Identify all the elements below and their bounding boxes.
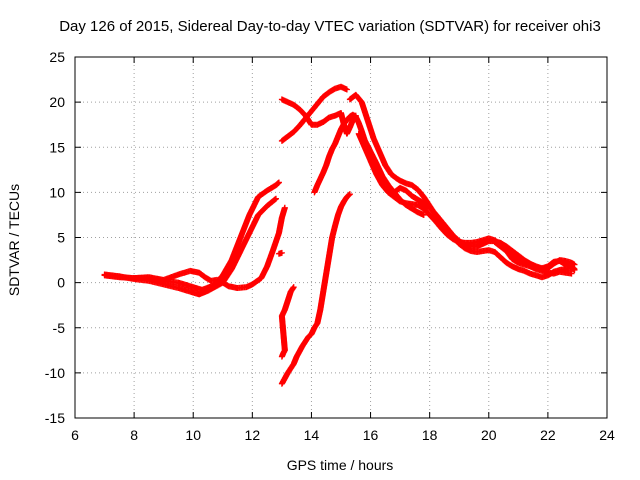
data-point — [568, 270, 575, 277]
y-tick-label: -10 — [45, 365, 65, 381]
y-tick-label: -5 — [53, 320, 66, 336]
y-tick-label: 15 — [49, 139, 65, 155]
x-tick-label: 6 — [71, 427, 79, 443]
x-tick-label: 14 — [304, 427, 320, 443]
series-trace-e — [278, 284, 297, 360]
series-trace-m — [275, 249, 285, 257]
data-point — [281, 204, 288, 211]
data-point — [275, 179, 282, 186]
x-tick-label: 8 — [130, 427, 138, 443]
y-tick-label: 20 — [49, 94, 65, 110]
x-tick-label: 16 — [363, 427, 379, 443]
series-trace-l — [491, 239, 575, 277]
x-axis-label: GPS time / hours — [287, 457, 394, 473]
x-tick-label: 18 — [422, 427, 438, 443]
series-trace-g — [278, 83, 350, 144]
data-point — [278, 249, 285, 256]
x-tick-label: 20 — [481, 427, 497, 443]
x-tick-label: 10 — [185, 427, 201, 443]
series-trace-c — [131, 204, 288, 292]
chart-title: Day 126 of 2015, Sidereal Day-to-day VTE… — [59, 18, 601, 35]
x-tick-label: 22 — [540, 427, 556, 443]
y-tick-label: -15 — [45, 410, 65, 426]
x-tick-label: 24 — [599, 427, 615, 443]
series-trace-b — [101, 195, 279, 298]
y-tick-label: 25 — [49, 49, 65, 65]
y-tick-label: 5 — [57, 230, 65, 246]
data-point — [343, 86, 350, 93]
data-point — [420, 211, 427, 218]
series-trace-d — [278, 191, 353, 387]
y-tick-label: 0 — [57, 275, 65, 291]
data-point — [571, 266, 578, 273]
data-point — [290, 284, 297, 291]
axes: 6 8 10 12 14 16 18 20 22 24 -15 -10 -5 0 5 10 15 20 25 — [45, 49, 615, 443]
data-points — [101, 83, 578, 387]
x-tick-label: 12 — [245, 427, 261, 443]
data-point — [272, 195, 279, 202]
y-tick-label: 10 — [49, 184, 65, 200]
y-axis-label: SDTVAR / TECUs — [6, 184, 22, 296]
data-point — [346, 191, 353, 198]
